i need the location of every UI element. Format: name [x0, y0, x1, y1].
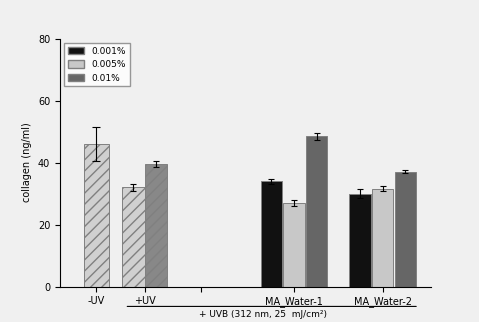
Bar [145, 164, 167, 287]
Legend: 0.001%, 0.005%, 0.01%: 0.001%, 0.005%, 0.01% [64, 43, 130, 86]
Bar [372, 189, 393, 287]
Bar [306, 136, 327, 287]
Bar [283, 203, 305, 287]
Bar [349, 194, 371, 287]
Bar [395, 172, 416, 287]
Bar [261, 181, 282, 287]
Bar [122, 187, 145, 287]
Bar [84, 144, 109, 287]
Y-axis label: collagen (ng/ml): collagen (ng/ml) [22, 123, 32, 203]
Text: + UVB (312 nm, 25  mJ/cm²): + UVB (312 nm, 25 mJ/cm²) [199, 310, 328, 319]
